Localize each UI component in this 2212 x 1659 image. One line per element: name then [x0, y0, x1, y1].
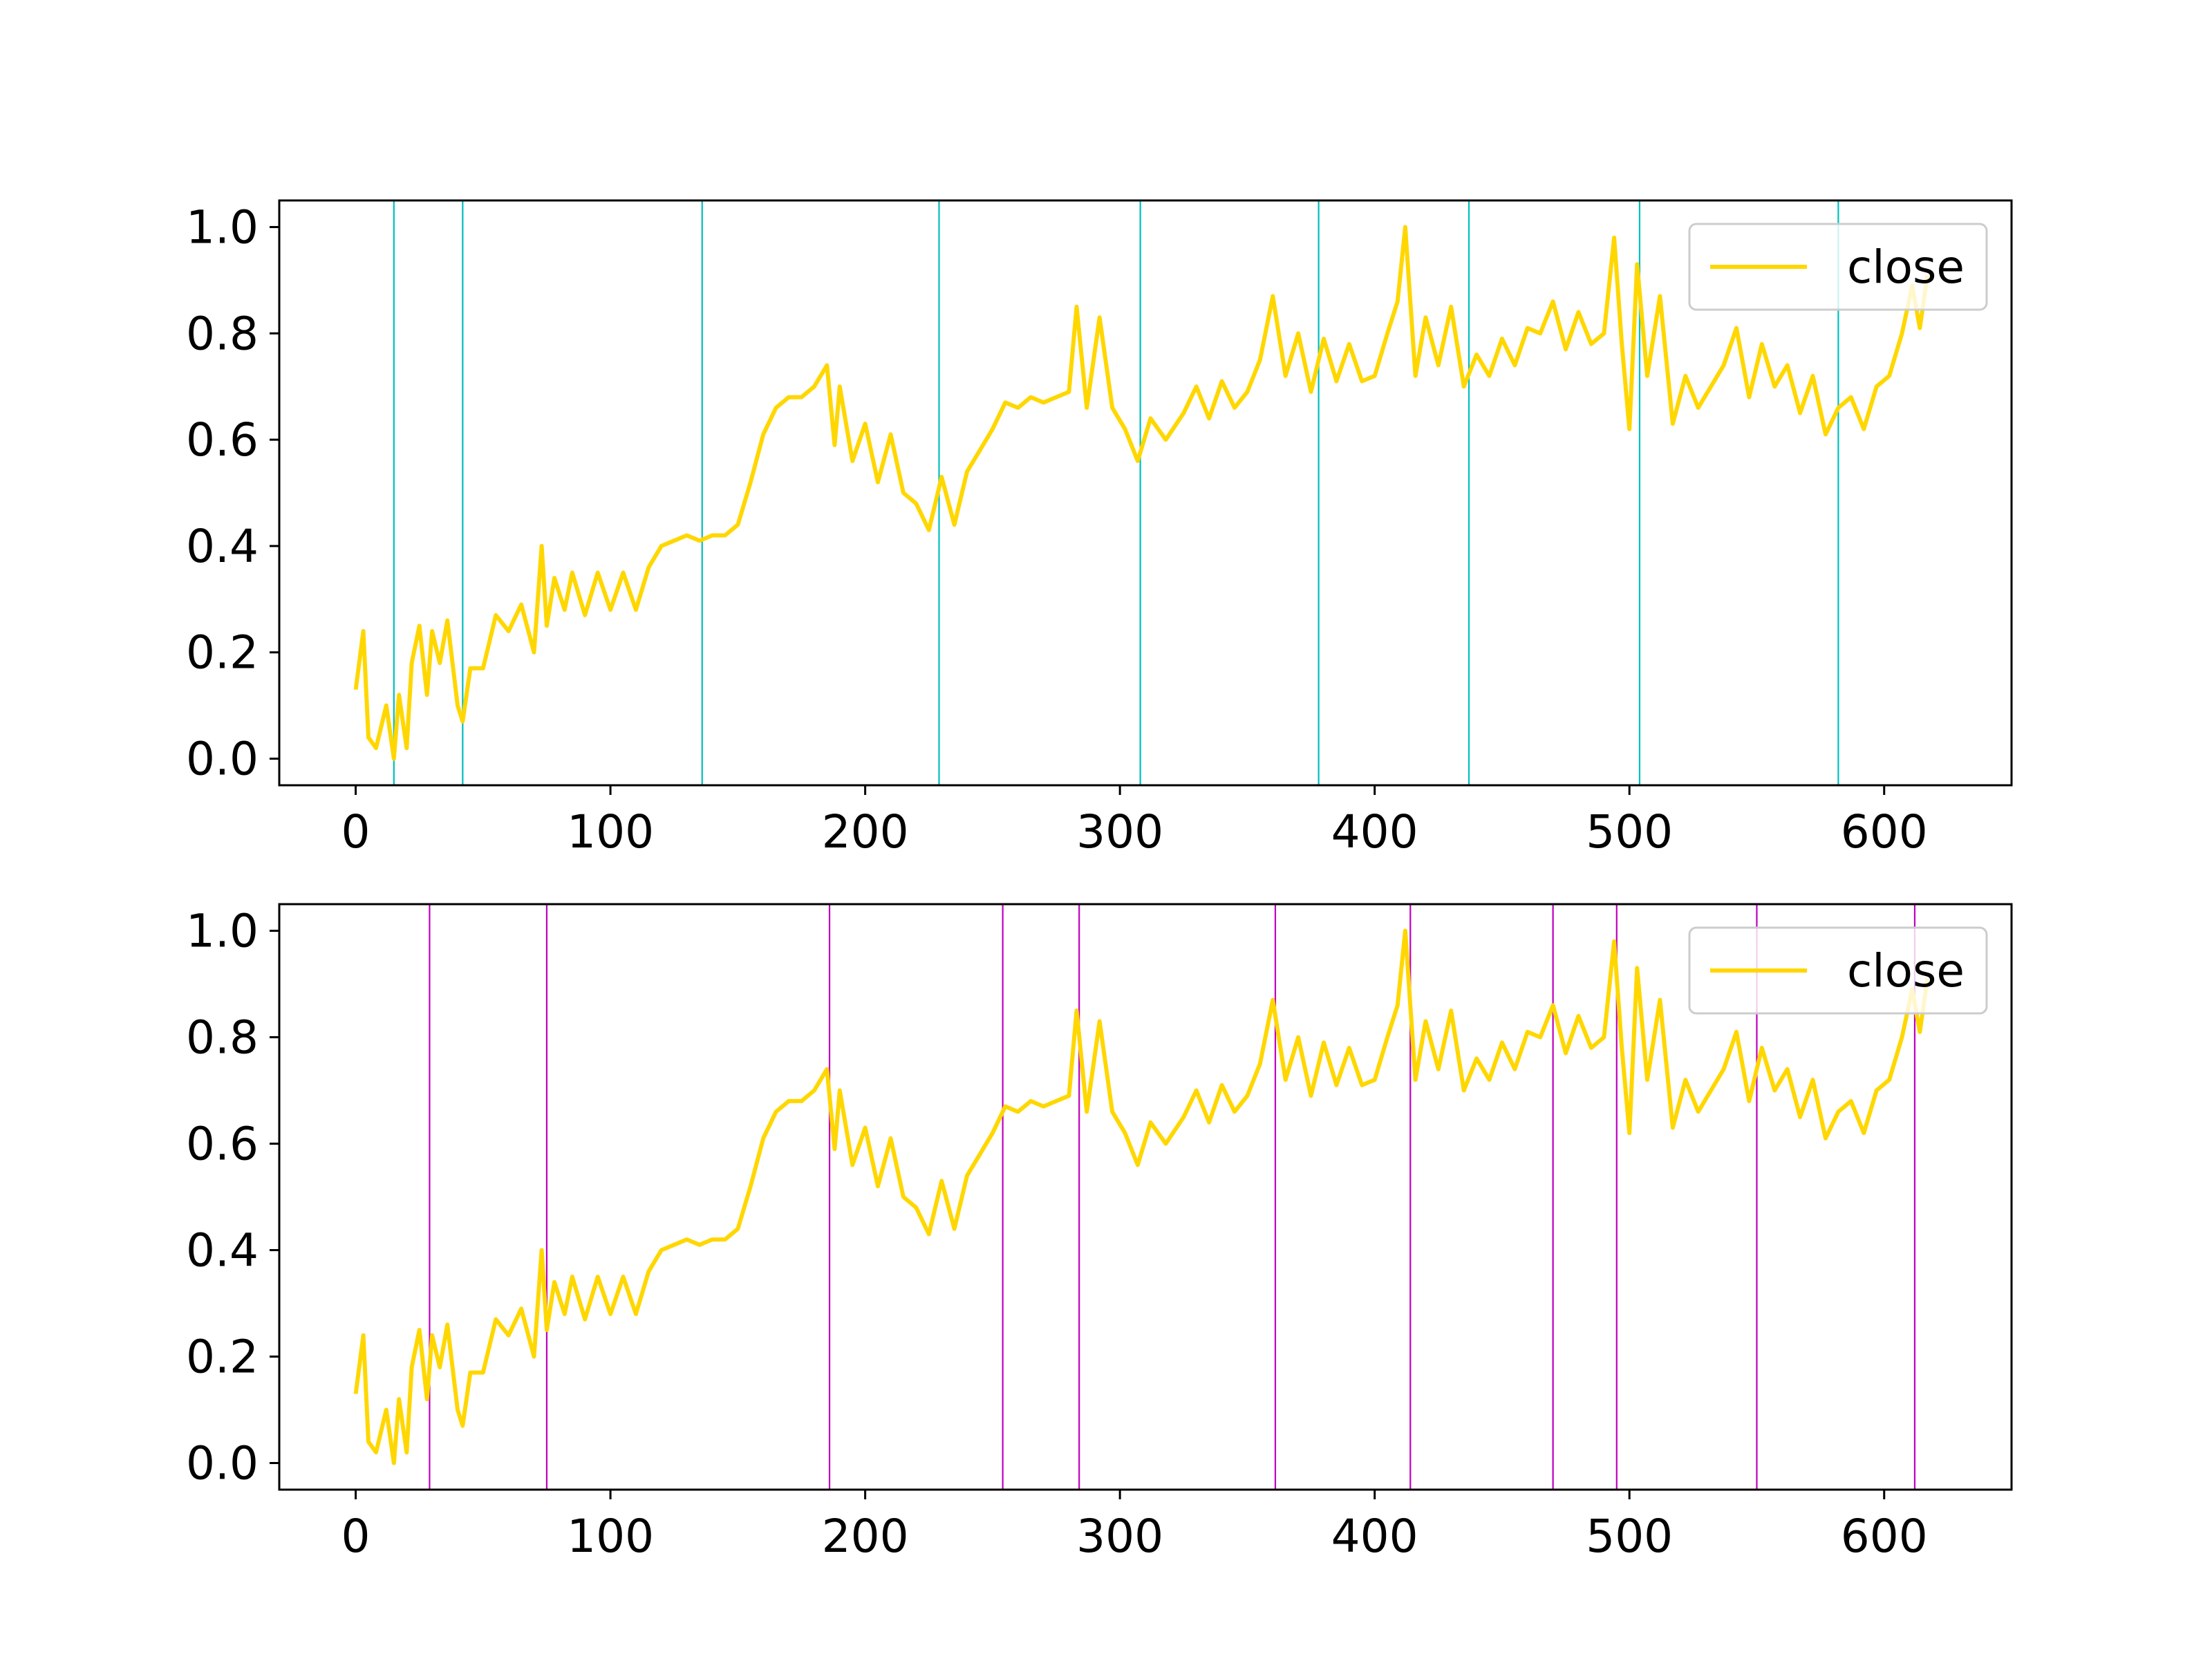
x-tick-label: 0	[341, 1510, 371, 1563]
y-tick-label: 0.4	[186, 1224, 259, 1277]
legend-label-close: close	[1847, 944, 1965, 997]
y-tick-label: 0.8	[186, 1011, 259, 1065]
series-line-close	[353, 928, 1930, 1465]
x-tick-label: 300	[1076, 1510, 1163, 1563]
x-tick-label: 100	[567, 1510, 654, 1563]
y-tick-label: 0.6	[186, 413, 259, 467]
y-tick-label: 0.6	[186, 1118, 259, 1171]
x-tick-label: 600	[1841, 1510, 1928, 1563]
x-tick-label: 300	[1076, 805, 1163, 859]
y-tick-label: 0.8	[186, 307, 259, 360]
y-tick-label: 0.2	[186, 626, 259, 679]
y-tick-label: 0.4	[186, 520, 259, 573]
x-tick-label: 400	[1331, 1510, 1418, 1563]
x-tick-label: 500	[1586, 805, 1673, 859]
y-tick-label: 1.0	[186, 200, 259, 254]
x-tick-label: 200	[822, 1510, 909, 1563]
subplot-top: 0 100 200 300 400 500 600 0.0 0.2 0.4 0.6 0.8 1.0 clo…	[186, 199, 2013, 859]
legend-box	[1688, 926, 1988, 1015]
x-tick-label: 100	[567, 805, 654, 859]
legend-label-close: close	[1847, 241, 1965, 294]
y-tick-label: 0.0	[186, 733, 259, 786]
axes-frame	[278, 199, 2013, 787]
x-tick-label: 500	[1586, 1510, 1673, 1563]
subplot-bottom: 0 100 200 300 400 500 600 0.0 0.2 0.4 0.6 0.8 1.0 clo…	[186, 903, 2013, 1563]
y-tick-label: 1.0	[186, 905, 259, 958]
x-tick-label: 200	[822, 805, 909, 859]
x-tick-label: 400	[1331, 805, 1418, 859]
y-tick-label: 0.2	[186, 1331, 259, 1384]
axes-frame	[278, 903, 2013, 1491]
y-tick-label: 0.0	[186, 1437, 259, 1490]
x-tick-label: 0	[341, 805, 371, 859]
legend-box	[1688, 223, 1988, 311]
x-tick-label: 600	[1841, 805, 1928, 859]
series-line-close	[353, 225, 1930, 761]
